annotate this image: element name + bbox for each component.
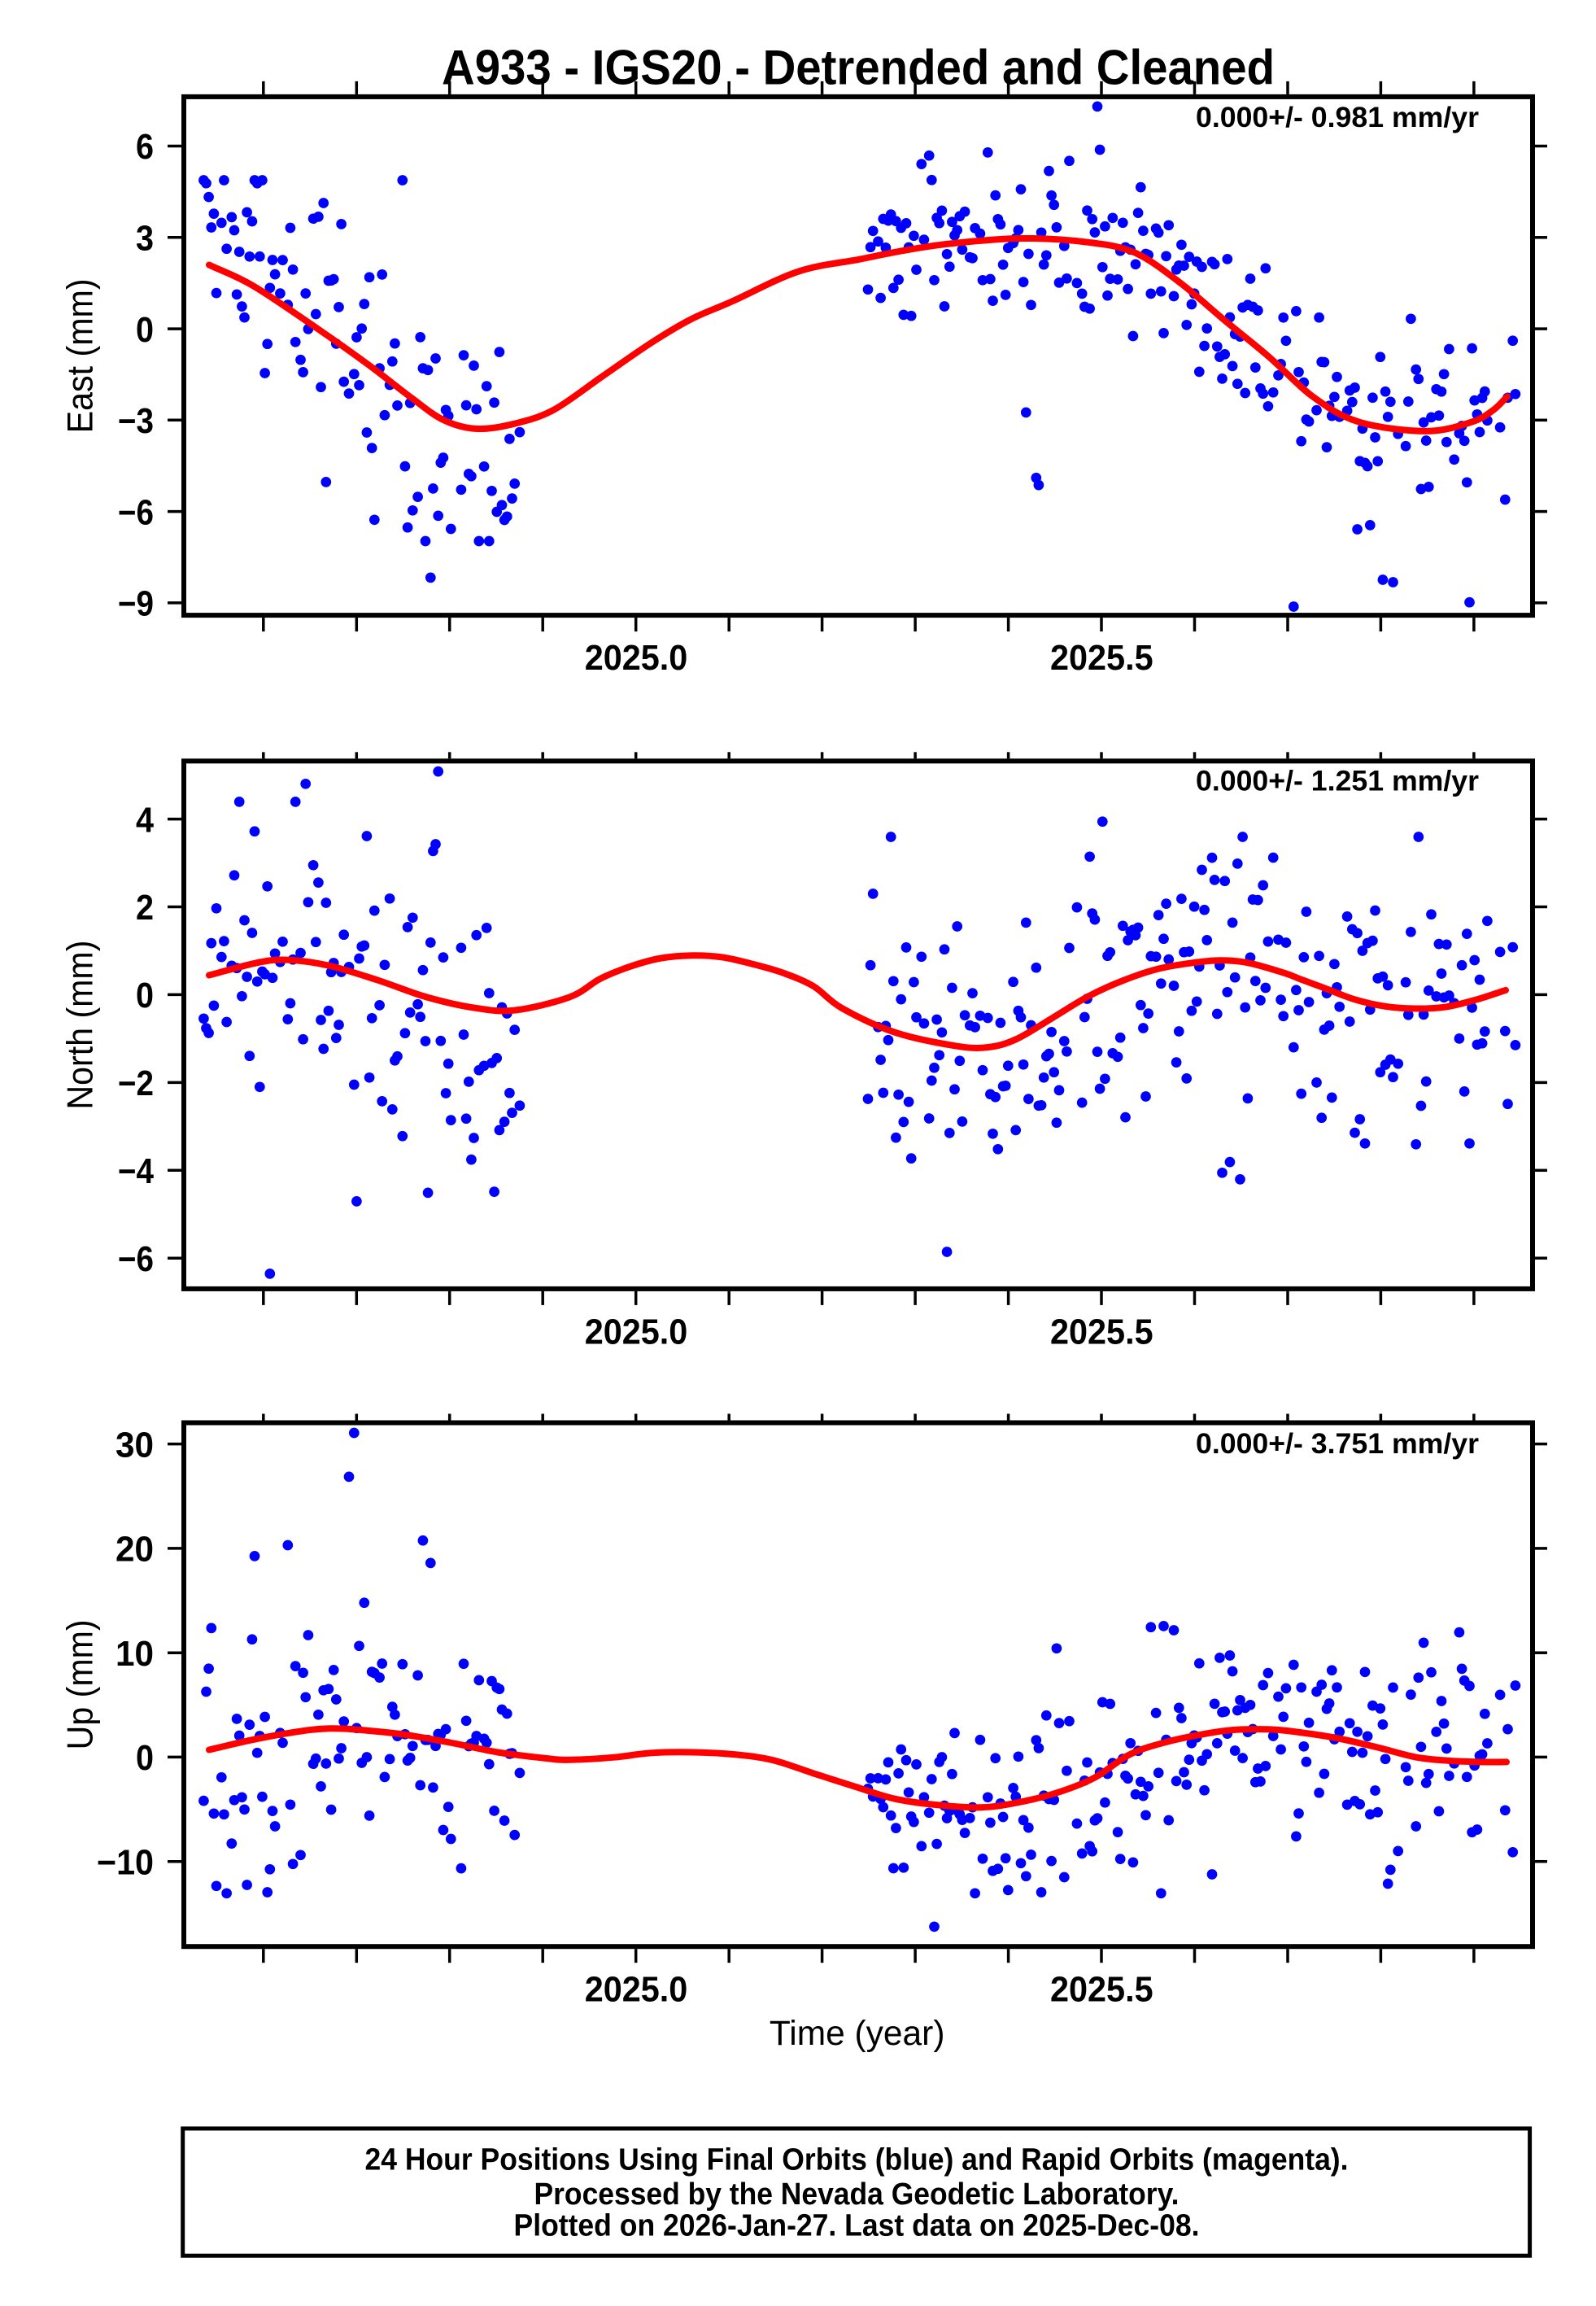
svg-text:0: 0 — [136, 311, 154, 350]
svg-text:−9: −9 — [118, 585, 154, 624]
svg-text:−6: −6 — [118, 493, 154, 532]
svg-text:2025.0: 2025.0 — [585, 1971, 688, 2010]
svg-text:2025.5: 2025.5 — [1050, 639, 1153, 678]
svg-text:−2: −2 — [118, 1064, 154, 1103]
svg-text:2025.5: 2025.5 — [1050, 1971, 1153, 2010]
svg-text:20: 20 — [116, 1531, 154, 1570]
svg-text:Time (year): Time (year) — [770, 2014, 945, 2053]
svg-text:−10: −10 — [97, 1843, 154, 1882]
svg-text:10: 10 — [116, 1635, 154, 1674]
svg-text:2025.0: 2025.0 — [585, 639, 688, 678]
svg-text:0.000+/- 0.981 mm/yr: 0.000+/- 0.981 mm/yr — [1196, 102, 1479, 133]
svg-text:A933 - IGS20 - Detrended and C: A933 - IGS20 - Detrended and Cleaned — [442, 39, 1275, 94]
svg-text:3: 3 — [136, 220, 154, 259]
svg-text:30: 30 — [116, 1426, 154, 1465]
svg-text:6: 6 — [136, 128, 154, 167]
svg-text:−6: −6 — [118, 1240, 154, 1279]
svg-text:North (mm): North (mm) — [61, 941, 101, 1110]
svg-text:−3: −3 — [118, 402, 154, 441]
svg-text:0.000+/- 3.751 mm/yr: 0.000+/- 3.751 mm/yr — [1196, 1428, 1479, 1460]
svg-text:0.000+/- 1.251 mm/yr: 0.000+/- 1.251 mm/yr — [1196, 765, 1479, 797]
svg-text:Processed by the Nevada Geodet: Processed by the Nevada Geodetic Laborat… — [534, 2177, 1180, 2212]
svg-text:Plotted on 2026-Jan-27. Last d: Plotted on 2026-Jan-27. Last data on 202… — [514, 2208, 1200, 2243]
svg-text:0: 0 — [136, 976, 154, 1015]
svg-text:East (mm): East (mm) — [61, 278, 101, 433]
svg-text:24 Hour Positions Using Final: 24 Hour Positions Using Final Orbits (bl… — [365, 2143, 1349, 2177]
svg-text:2025.0: 2025.0 — [585, 1312, 688, 1352]
svg-text:Up (mm): Up (mm) — [61, 1619, 101, 1749]
svg-text:2025.5: 2025.5 — [1050, 1312, 1153, 1352]
svg-text:4: 4 — [136, 801, 154, 840]
svg-text:−4: −4 — [118, 1152, 154, 1191]
svg-text:0: 0 — [136, 1739, 154, 1778]
svg-text:2: 2 — [136, 889, 154, 928]
